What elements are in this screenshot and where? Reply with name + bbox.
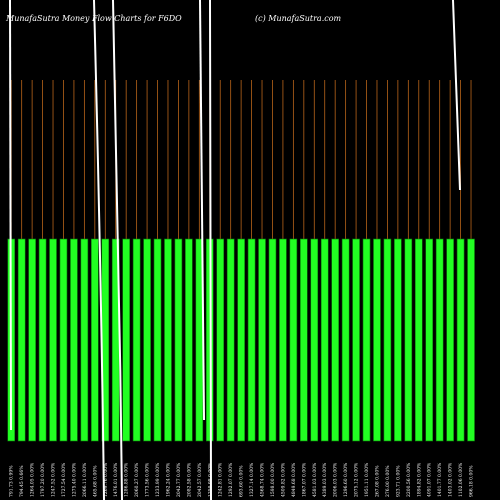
bar — [300, 238, 308, 442]
bar — [320, 238, 329, 442]
x-tick-label: 2075.12 0.00% — [354, 462, 360, 497]
x-tick-label: 693.60 0.00% — [239, 465, 245, 497]
bar — [383, 238, 392, 442]
bar — [404, 238, 413, 442]
bar — [331, 238, 339, 442]
bar — [247, 238, 256, 442]
bar — [362, 238, 371, 442]
bar — [446, 238, 454, 442]
x-tick-label: 1403.02 0.00% — [448, 462, 454, 497]
x-tick-label: 4581.03 0.00% — [312, 462, 318, 497]
x-tick-label: 2066.11 0.00% — [82, 462, 88, 497]
bar — [467, 238, 475, 442]
x-tick-label: 1264.05 0.00% — [30, 462, 36, 497]
x-tick-label: 2042.57 0.00% — [197, 462, 203, 497]
bar — [17, 238, 26, 442]
x-tick-label: 1797.20 0.00% — [40, 462, 46, 497]
x-tick-label: 1951.11 0.00% — [364, 462, 370, 497]
bar — [91, 238, 99, 442]
x-tick-label: 4849.68 0.00% — [291, 462, 297, 497]
bar — [237, 238, 245, 442]
bar — [268, 238, 277, 442]
x-tick-label: 1773.56 0.00% — [145, 462, 151, 497]
x-tick-label: 791.73 0.99% — [9, 465, 15, 497]
x-tick-label: 465.68 0.00% — [92, 465, 98, 497]
x-tick-labels: 791.73 0.99% 794.45 0.66% 1264.05 0.00% 179… — [9, 462, 475, 497]
bar — [153, 238, 162, 442]
bar — [425, 238, 434, 442]
bar — [59, 238, 68, 442]
price-line — [452, 0, 461, 191]
x-tick-label: 1292.07 0.00% — [228, 462, 234, 497]
bar — [70, 238, 78, 442]
bar — [226, 238, 235, 442]
x-tick-label: 1275.40 0.00% — [71, 462, 77, 497]
bar — [185, 238, 193, 442]
bar — [143, 238, 151, 442]
bar — [80, 238, 89, 442]
bar — [132, 238, 141, 442]
x-tick-label: 1598.00 0.00% — [270, 462, 276, 497]
price-line — [112, 0, 123, 500]
x-tick-label: 2082.58 0.00% — [186, 462, 192, 497]
bar — [289, 238, 298, 442]
x-tick-label: 1894.82 0.00% — [416, 462, 422, 497]
x-tick-label: 1286.88 0.00% — [124, 462, 130, 497]
chart-title: MunafaSutra Money Flow Charts for F6DO — [5, 14, 182, 23]
price-line — [9, 0, 12, 431]
x-tick-label: 1867.07 0.00% — [301, 462, 307, 497]
bar — [279, 238, 287, 442]
bar — [28, 238, 36, 442]
bar — [216, 238, 225, 442]
bar — [352, 238, 360, 442]
x-tick-label: 1102.06 0.00% — [458, 462, 464, 497]
x-tick-label: 1296.60 0.00% — [343, 462, 349, 497]
x-tick-label: 923.71 0.00% — [395, 465, 401, 497]
bar — [49, 238, 57, 442]
x-tick-label: 2200.56 0.00% — [406, 462, 412, 497]
x-tick-label: 966.18 0.00% — [469, 465, 475, 497]
bar — [310, 238, 319, 442]
x-tick-label: 2042.77 0.00% — [176, 462, 182, 497]
bar — [394, 238, 402, 442]
x-tick-label: 4389.03 0.00% — [322, 462, 328, 497]
x-tick-label: 1247.52 0.00% — [51, 462, 57, 497]
x-tick-label: 1727.54 0.00% — [61, 462, 67, 497]
x-tick-label: 1476.01 0.00% — [113, 462, 119, 497]
bar — [456, 238, 465, 442]
x-tick-label: 2006.03 0.00% — [333, 462, 339, 497]
copyright-label: (c) MunafaSutra.com — [255, 14, 342, 23]
price-line — [199, 0, 205, 421]
x-tick-label: 1962.24 0.00% — [165, 462, 171, 497]
x-tick-label: 1233.99 0.00% — [155, 462, 161, 497]
price-line — [93, 0, 105, 500]
x-tick-label: 4568.74 0.00% — [260, 462, 266, 497]
x-tick-label: 4091.07 0.00% — [427, 462, 433, 497]
x-tick-label: 2060.27 0.00% — [134, 462, 140, 497]
price-line — [208, 0, 212, 500]
bar — [341, 238, 350, 442]
x-tick-label: 1327.14 0.00% — [249, 462, 255, 497]
x-tick-label: 1401.77 0.00% — [437, 462, 443, 497]
bar — [174, 238, 183, 442]
x-tick-label: 4509.82 0.00% — [280, 462, 286, 497]
x-tick-label: 1242.81 0.00% — [218, 462, 224, 497]
x-tick-label: 267.08 0.00% — [374, 465, 380, 497]
price-lines — [9, 0, 461, 500]
bar — [258, 238, 266, 442]
x-tick-label: 276.00 0.00% — [385, 465, 391, 497]
bar — [414, 238, 423, 442]
bar — [38, 238, 47, 442]
bar — [373, 238, 381, 442]
x-tick-label: 1269.76 0.00% — [103, 462, 109, 497]
bar — [164, 238, 172, 442]
x-tick-label: 794.45 0.66% — [19, 465, 25, 497]
x-tick-label: 1259.98 0.00% — [207, 462, 213, 497]
bar — [435, 238, 444, 442]
bar-series — [7, 238, 475, 442]
bar — [122, 238, 130, 442]
